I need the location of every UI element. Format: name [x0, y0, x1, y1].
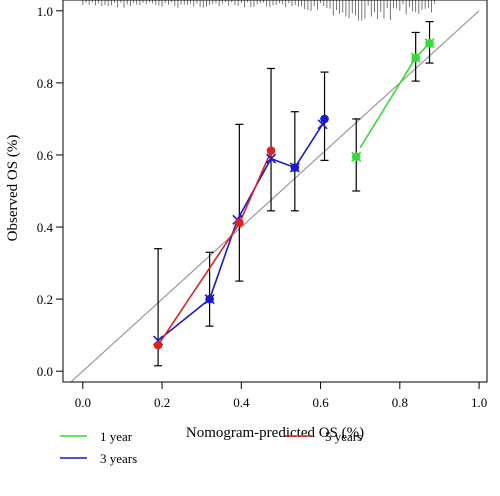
x-tick-label: 0.4: [233, 395, 250, 410]
point-5-years: [153, 340, 163, 350]
x-marker-1-year: [424, 38, 435, 49]
x-marker-3-years: [317, 119, 328, 130]
x-tick-label: 1.0: [471, 395, 487, 410]
plot-inner: [70, 0, 480, 382]
x-tick-label: 0.0: [75, 395, 91, 410]
y-tick-label: 0.6: [37, 148, 54, 163]
point-5-years: [266, 146, 276, 155]
x-tick-label: 0.6: [312, 395, 329, 410]
x-marker-3-years: [265, 153, 277, 164]
y-tick-label: 0.4: [37, 220, 54, 235]
y-tick-label: 1.0: [37, 4, 53, 19]
error-bars: [154, 21, 434, 367]
x-tick-label: 0.8: [392, 395, 408, 410]
y-axis-label: Observed OS (%): [5, 135, 21, 242]
rug-ticks: [82, 0, 436, 21]
x-marker-1-year: [351, 151, 362, 162]
plot-area: [70, 0, 480, 382]
y-tick-label: 0.2: [37, 292, 53, 307]
legend-label: 5 years: [325, 429, 362, 444]
legend: 1 year 3 years 5 years: [60, 429, 362, 466]
x-marker-3-years: [204, 294, 215, 305]
axes: 0.0 0.2 0.4 0.6 0.8 1.0 0.0 0.2 0.4 0.6 0.8 1.0: [37, 0, 488, 410]
y-tick-label: 0.8: [37, 76, 53, 91]
x-marker-1-year: [410, 52, 421, 63]
y-tick-label: 0.0: [37, 364, 53, 379]
series-line-5-years: [157, 151, 272, 346]
legend-label: 1 year: [100, 429, 133, 444]
x-axis-label: Nomogram-predicted OS (%): [186, 425, 364, 441]
legend-label: 3 years: [100, 451, 137, 466]
x-tick-label: 0.2: [154, 395, 170, 410]
point-5-years: [235, 218, 244, 228]
x-marker-3-years: [289, 162, 300, 173]
plot-frame: [62, 0, 488, 383]
